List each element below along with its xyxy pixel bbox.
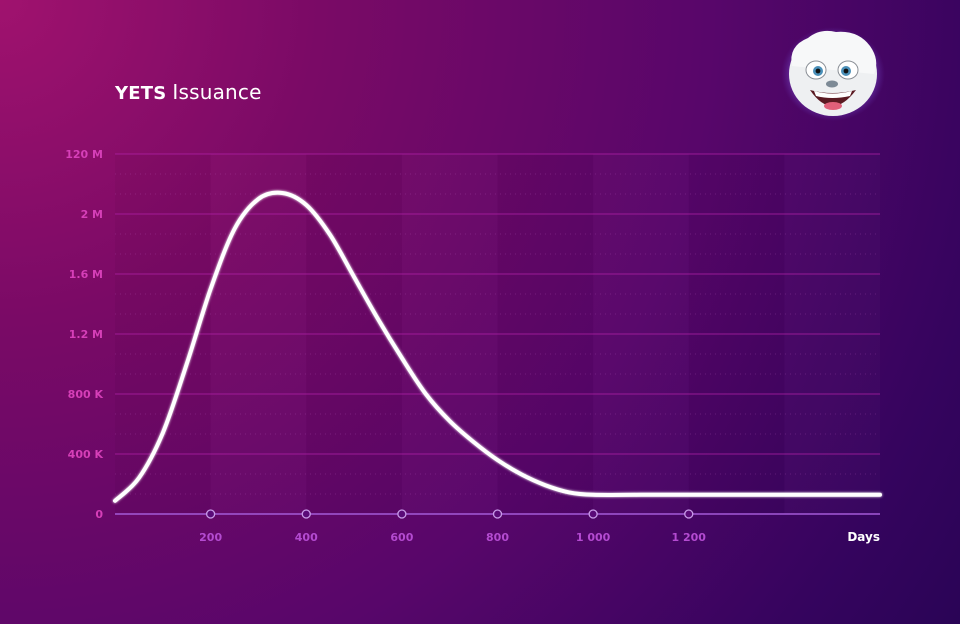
title-text: Issuance xyxy=(172,80,262,104)
x-tick-label: 400 xyxy=(295,531,318,544)
y-tick-label: 1.2 M xyxy=(69,328,103,341)
title-brand: YETS xyxy=(115,83,167,104)
y-axis-ticks: 0 400 K 800 K 1.2 M 1.6 M 2 M 120 M xyxy=(65,148,103,521)
y-tick-label: 400 K xyxy=(68,448,104,461)
x-axis-ticks: 200 400 600 800 1 000 1 200 xyxy=(199,509,707,544)
x-tick-marker xyxy=(684,509,694,519)
x-tick-marker xyxy=(397,509,407,519)
x-tick-marker xyxy=(492,509,503,519)
y-tick-label: 2 M xyxy=(81,208,103,221)
x-axis-label: Days xyxy=(847,530,880,544)
x-tick-marker xyxy=(588,509,598,519)
issuance-line xyxy=(113,190,882,503)
x-tick-label: 1 200 xyxy=(672,531,707,544)
x-tick-label: 1 000 xyxy=(576,531,611,544)
y-tick-label: 120 M xyxy=(65,148,103,161)
y-tick-label: 800 K xyxy=(68,388,104,401)
chart-title: YETS Issuance xyxy=(115,80,262,104)
yeti-avatar-icon xyxy=(780,26,886,122)
y-tick-label: 0 xyxy=(95,508,103,521)
x-tick-label: 800 xyxy=(486,531,509,544)
y-tick-label: 1.6 M xyxy=(69,268,103,281)
x-tick-marker xyxy=(205,509,216,519)
x-tick-label: 200 xyxy=(199,531,222,544)
x-tick-marker xyxy=(301,509,311,519)
x-tick-label: 600 xyxy=(390,531,413,544)
